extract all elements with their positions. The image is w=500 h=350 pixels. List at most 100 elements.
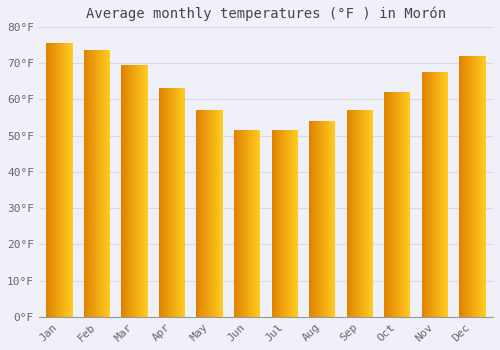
Bar [278, 130, 279, 317]
Bar [434, 72, 435, 317]
Bar [214, 110, 215, 317]
Bar [124, 65, 126, 317]
Bar [145, 65, 146, 317]
Bar [368, 110, 369, 317]
Bar [485, 56, 486, 317]
Bar [92, 50, 93, 317]
Bar [426, 72, 427, 317]
Bar [446, 72, 448, 317]
Bar [350, 110, 351, 317]
Bar [172, 89, 174, 317]
Bar [84, 50, 85, 317]
Bar [405, 92, 406, 317]
Bar [480, 56, 481, 317]
Bar [428, 72, 429, 317]
Bar [90, 50, 91, 317]
Bar [184, 89, 185, 317]
Bar [208, 110, 209, 317]
Bar [144, 65, 145, 317]
Bar [359, 110, 360, 317]
Bar [50, 43, 51, 317]
Bar [402, 92, 403, 317]
Bar [105, 50, 106, 317]
Bar [365, 110, 366, 317]
Bar [98, 50, 99, 317]
Bar [276, 130, 277, 317]
Bar [182, 89, 183, 317]
Bar [91, 50, 92, 317]
Bar [199, 110, 200, 317]
Bar [321, 121, 322, 317]
Bar [317, 121, 318, 317]
Bar [361, 110, 362, 317]
Bar [275, 130, 276, 317]
Bar [245, 130, 246, 317]
Bar [241, 130, 242, 317]
Bar [236, 130, 238, 317]
Bar [409, 92, 410, 317]
Bar [362, 110, 363, 317]
Title: Average monthly temperatures (°F ) in Morón: Average monthly temperatures (°F ) in Mo… [86, 7, 446, 21]
Bar [348, 110, 350, 317]
Bar [171, 89, 172, 317]
Bar [320, 121, 321, 317]
Bar [326, 121, 327, 317]
Bar [288, 130, 290, 317]
Bar [66, 43, 68, 317]
Bar [396, 92, 398, 317]
Bar [295, 130, 296, 317]
Bar [88, 50, 89, 317]
Bar [137, 65, 138, 317]
Bar [200, 110, 201, 317]
Bar [385, 92, 386, 317]
Bar [468, 56, 469, 317]
Bar [357, 110, 358, 317]
Bar [366, 110, 367, 317]
Bar [274, 130, 275, 317]
Bar [108, 50, 109, 317]
Bar [198, 110, 199, 317]
Bar [475, 56, 476, 317]
Bar [313, 121, 314, 317]
Bar [309, 121, 310, 317]
Bar [360, 110, 361, 317]
Bar [170, 89, 171, 317]
Bar [46, 43, 47, 317]
Bar [296, 130, 297, 317]
Bar [250, 130, 251, 317]
Bar [277, 130, 278, 317]
Bar [256, 130, 257, 317]
Bar [387, 92, 388, 317]
Bar [355, 110, 356, 317]
Bar [85, 50, 86, 317]
Bar [209, 110, 210, 317]
Bar [297, 130, 298, 317]
Bar [132, 65, 133, 317]
Bar [290, 130, 292, 317]
Bar [54, 43, 55, 317]
Bar [109, 50, 110, 317]
Bar [89, 50, 90, 317]
Bar [246, 130, 247, 317]
Bar [407, 92, 408, 317]
Bar [49, 43, 50, 317]
Bar [218, 110, 219, 317]
Bar [183, 89, 184, 317]
Bar [481, 56, 482, 317]
Bar [130, 65, 132, 317]
Bar [363, 110, 364, 317]
Bar [143, 65, 144, 317]
Bar [104, 50, 105, 317]
Bar [220, 110, 221, 317]
Bar [473, 56, 474, 317]
Bar [389, 92, 390, 317]
Bar [96, 50, 97, 317]
Bar [425, 72, 426, 317]
Bar [280, 130, 281, 317]
Bar [324, 121, 325, 317]
Bar [207, 110, 208, 317]
Bar [202, 110, 203, 317]
Bar [356, 110, 357, 317]
Bar [319, 121, 320, 317]
Bar [213, 110, 214, 317]
